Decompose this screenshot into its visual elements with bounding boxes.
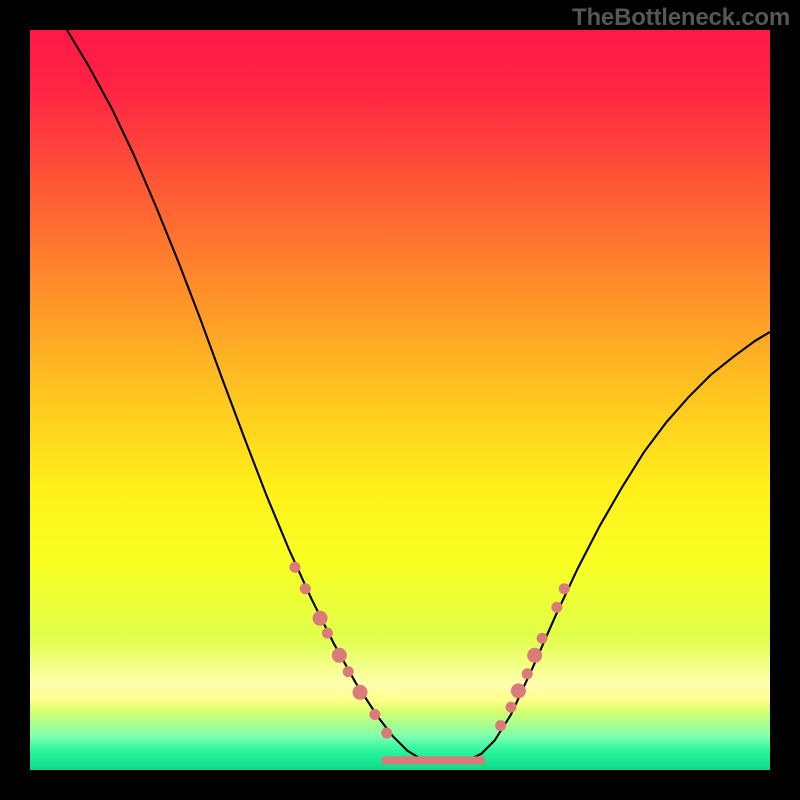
scatter-point	[495, 720, 506, 731]
plot-background	[30, 30, 770, 770]
scatter-point	[353, 685, 368, 700]
scatter-point	[300, 583, 311, 594]
scatter-point	[343, 666, 354, 677]
scatter-point	[537, 633, 548, 644]
scatter-point	[313, 611, 328, 626]
chart-frame: TheBottleneck.com	[0, 0, 800, 800]
scatter-point	[369, 709, 380, 720]
scatter-point	[511, 683, 526, 698]
scatter-point	[322, 628, 333, 639]
scatter-point	[381, 728, 392, 739]
scatter-point	[332, 648, 347, 663]
scatter-point	[559, 583, 570, 594]
watermark-text: TheBottleneck.com	[572, 4, 790, 32]
scatter-point	[551, 602, 562, 613]
scatter-point	[527, 648, 542, 663]
scatter-point	[289, 562, 300, 573]
bottleneck-chart	[0, 0, 800, 800]
scatter-point	[522, 668, 533, 679]
scatter-point	[506, 702, 517, 713]
